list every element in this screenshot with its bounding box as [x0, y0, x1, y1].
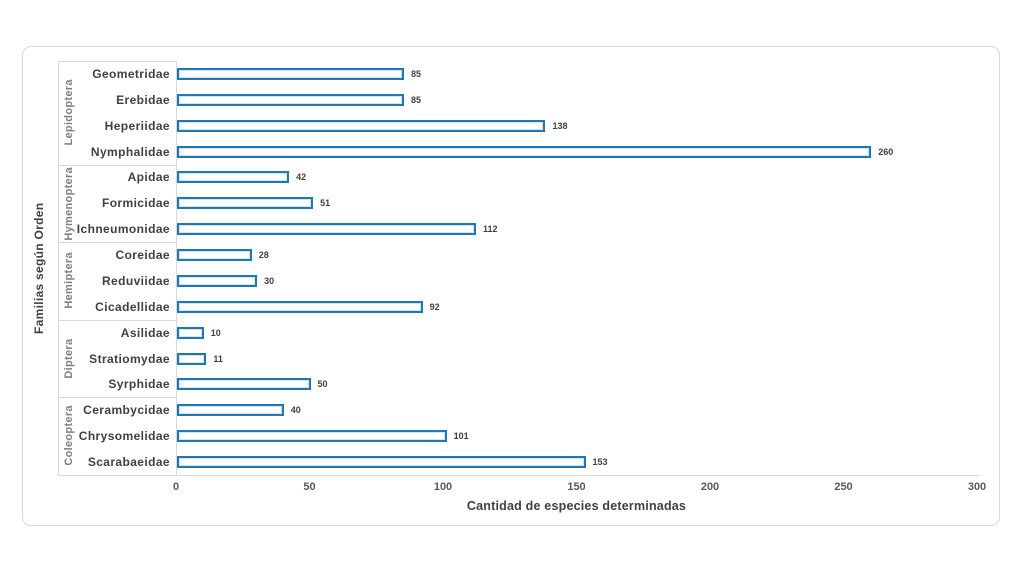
bar — [177, 67, 404, 80]
bar-value-label: 40 — [290, 405, 301, 416]
bar-value-label: 28 — [258, 250, 269, 261]
family-tick-label: Stratiomydae — [89, 351, 170, 366]
bar-value-label: 153 — [592, 457, 608, 468]
x-tick-label: 0 — [172, 481, 180, 493]
bar-value-label: 10 — [210, 327, 221, 338]
bar-value-label: 85 — [410, 68, 421, 79]
family-tick-label: Heperiidae — [104, 118, 170, 133]
bar — [177, 430, 447, 443]
bar — [177, 93, 404, 106]
family-tick-label: Nymphalidae — [90, 144, 170, 159]
bar — [177, 378, 311, 391]
family-tick-label: Cerambycidae — [83, 403, 170, 418]
family-tick-label: Geometridae — [92, 66, 170, 81]
group-separator-line — [58, 319, 176, 321]
bar — [177, 223, 477, 236]
bar-value-label: 112 — [483, 224, 498, 235]
bar-value-label: 85 — [410, 94, 421, 105]
group-separator-line — [58, 61, 176, 62]
x-tick-label: 50 — [303, 481, 316, 493]
family-tick-label: Apidae — [127, 170, 170, 185]
bar — [177, 300, 423, 313]
bar — [177, 352, 207, 365]
bar — [177, 274, 258, 287]
chart-frame: Familias según Orden Cantidad de especie… — [22, 46, 1000, 526]
group-separator-line — [58, 475, 176, 476]
category-group-divider-line — [58, 61, 59, 475]
x-tick-label: 300 — [967, 481, 987, 493]
group-separator-line — [58, 242, 176, 244]
bar — [177, 456, 586, 469]
bar — [177, 145, 872, 158]
bar — [177, 197, 314, 210]
family-tick-label: Scarabaeidae — [87, 455, 170, 470]
bar-value-label: 30 — [264, 275, 275, 286]
bar-value-label: 51 — [320, 198, 331, 209]
family-tick-label: Asilidae — [120, 325, 170, 340]
family-tick-label: Chrysomelidae — [78, 429, 170, 444]
bar-value-label: 260 — [878, 146, 894, 157]
bar-value-label: 138 — [552, 120, 568, 131]
x-tick-label: 100 — [433, 481, 453, 493]
x-tick-label: 200 — [700, 481, 720, 493]
family-tick-label: Erebidae — [116, 92, 170, 107]
x-tick-label: 250 — [834, 481, 853, 493]
y-axis-line — [176, 61, 177, 475]
group-separator-line — [58, 397, 176, 399]
family-tick-label: Formicidae — [101, 196, 170, 211]
y-axis-title: Familias según Orden — [32, 202, 46, 334]
bar — [177, 326, 204, 339]
x-axis-line — [176, 475, 979, 476]
bar-value-label: 11 — [213, 353, 223, 364]
family-tick-label: Reduviidae — [101, 273, 170, 288]
x-axis-title: Cantidad de especies determinadas — [466, 499, 687, 513]
family-tick-label: Syrphidae — [108, 377, 170, 392]
family-tick-label: Coreidae — [115, 248, 170, 263]
bar-value-label: 50 — [317, 379, 328, 390]
x-tick-label: 150 — [567, 481, 586, 493]
bar — [177, 171, 290, 184]
group-separator-line — [58, 164, 176, 166]
bar-value-label: 42 — [296, 172, 307, 183]
bar-value-label: 101 — [453, 431, 469, 442]
family-tick-label: Ichneumonidae — [76, 222, 170, 237]
bar — [177, 119, 546, 132]
family-tick-label: Cicadellidae — [95, 299, 170, 314]
bar — [177, 404, 284, 417]
bar — [177, 249, 252, 262]
bar-value-label: 92 — [429, 301, 440, 312]
